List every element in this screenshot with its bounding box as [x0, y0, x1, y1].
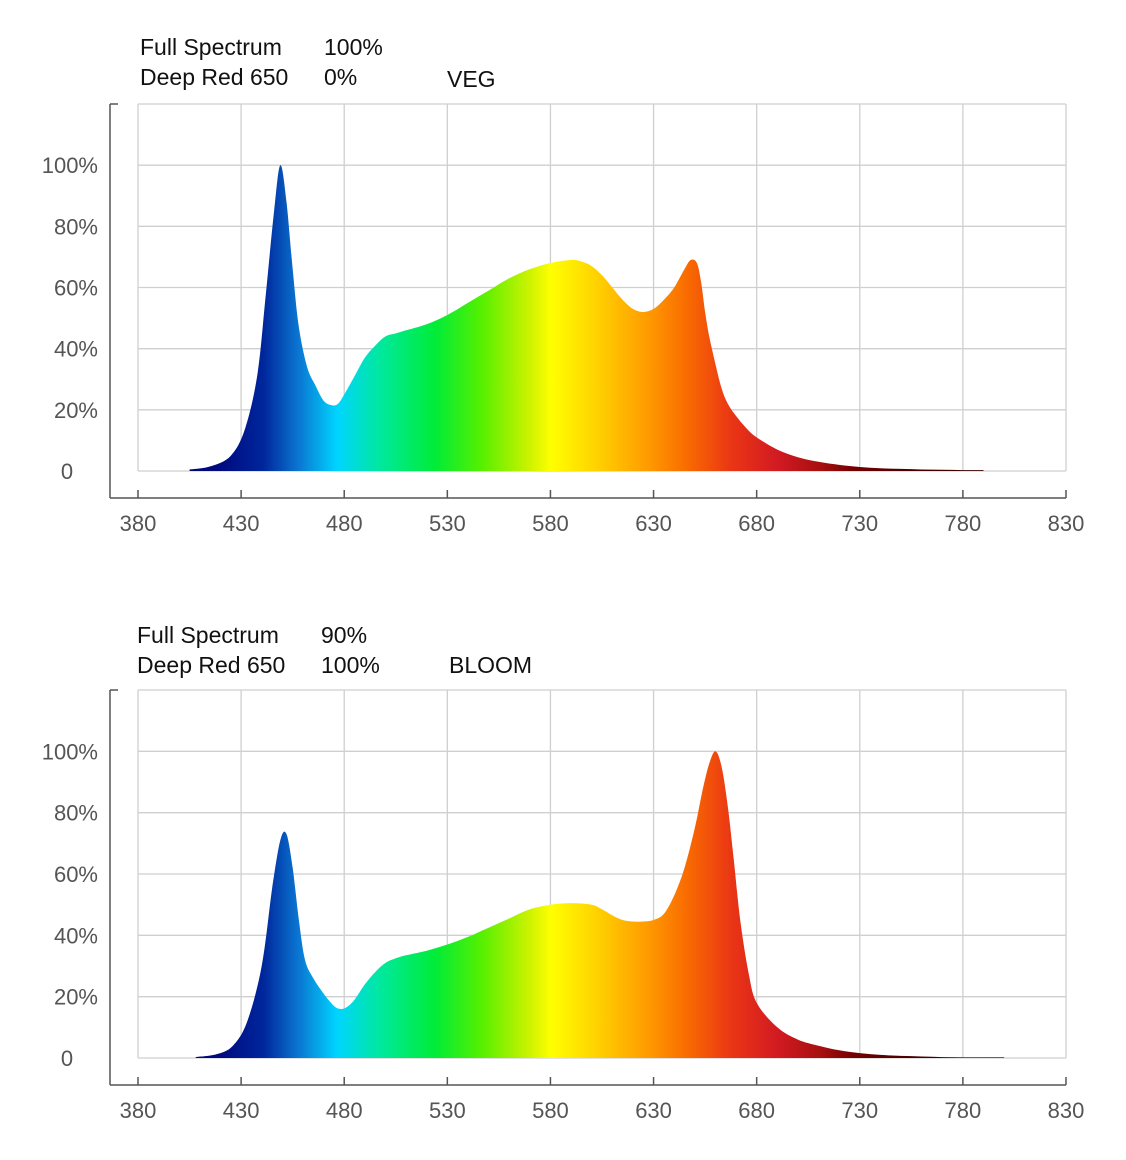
x-tick-label: 730: [841, 511, 878, 536]
x-tick-label: 730: [841, 1098, 878, 1123]
x-tick-label: 630: [635, 1098, 672, 1123]
full-spectrum-value: 100%: [324, 34, 383, 60]
mode-label: BLOOM: [449, 652, 532, 678]
y-tick-label: 0: [61, 459, 73, 484]
y-tick-label: 100%: [42, 153, 98, 178]
y-tick-label: 20%: [54, 398, 98, 423]
y-tick-label: 80%: [54, 801, 98, 826]
axes: [109, 689, 1066, 1086]
x-tick-label: 530: [429, 1098, 466, 1123]
x-tick-label: 530: [429, 511, 466, 536]
x-tick-label: 480: [326, 1098, 363, 1123]
bloom-spectrum-chart: Full Spectrum 90% Deep Red 650 100% BLOO…: [42, 622, 1085, 1123]
x-tick-label: 430: [223, 511, 260, 536]
x-tick-label: 480: [326, 511, 363, 536]
y-tick-label: 20%: [54, 985, 98, 1010]
x-tick-label: 430: [223, 1098, 260, 1123]
x-ticks: 380 430 480 530 580 630 680 730 780 830: [120, 490, 1085, 536]
y-tick-label: 60%: [54, 862, 98, 887]
x-ticks: 380 430 480 530 580 630 680 730 780 830: [120, 1077, 1085, 1123]
y-tick-label: 80%: [54, 214, 98, 239]
spectrum-area: [189, 165, 984, 471]
mode-label: VEG: [447, 66, 496, 92]
x-tick-label: 830: [1048, 1098, 1085, 1123]
y-ticks: 0 20% 40% 60% 80% 100%: [42, 153, 98, 484]
full-spectrum-label: Full Spectrum: [137, 622, 279, 648]
x-tick-label: 780: [945, 511, 982, 536]
deep-red-value: 100%: [321, 652, 380, 678]
y-tick-label: 60%: [54, 276, 98, 301]
x-tick-label: 580: [532, 511, 569, 536]
x-tick-label: 380: [120, 1098, 157, 1123]
x-tick-label: 680: [738, 1098, 775, 1123]
x-tick-label: 780: [945, 1098, 982, 1123]
spectrum-area: [195, 751, 1005, 1058]
x-tick-label: 580: [532, 1098, 569, 1123]
axes: [109, 103, 1066, 499]
full-spectrum-label: Full Spectrum: [140, 34, 282, 60]
deep-red-label: Deep Red 650: [137, 652, 285, 678]
y-tick-label: 40%: [54, 337, 98, 362]
y-tick-label: 0: [61, 1046, 73, 1071]
deep-red-value: 0%: [324, 64, 357, 90]
x-tick-label: 630: [635, 511, 672, 536]
veg-spectrum-chart: Full Spectrum 100% Deep Red 650 0% VEG 3…: [42, 34, 1085, 536]
y-tick-label: 100%: [42, 739, 98, 764]
full-spectrum-value: 90%: [321, 622, 367, 648]
y-tick-label: 40%: [54, 923, 98, 948]
deep-red-label: Deep Red 650: [140, 64, 288, 90]
x-tick-label: 680: [738, 511, 775, 536]
x-tick-label: 830: [1048, 511, 1085, 536]
x-tick-label: 380: [120, 511, 157, 536]
y-ticks: 0 20% 40% 60% 80% 100%: [42, 739, 98, 1071]
